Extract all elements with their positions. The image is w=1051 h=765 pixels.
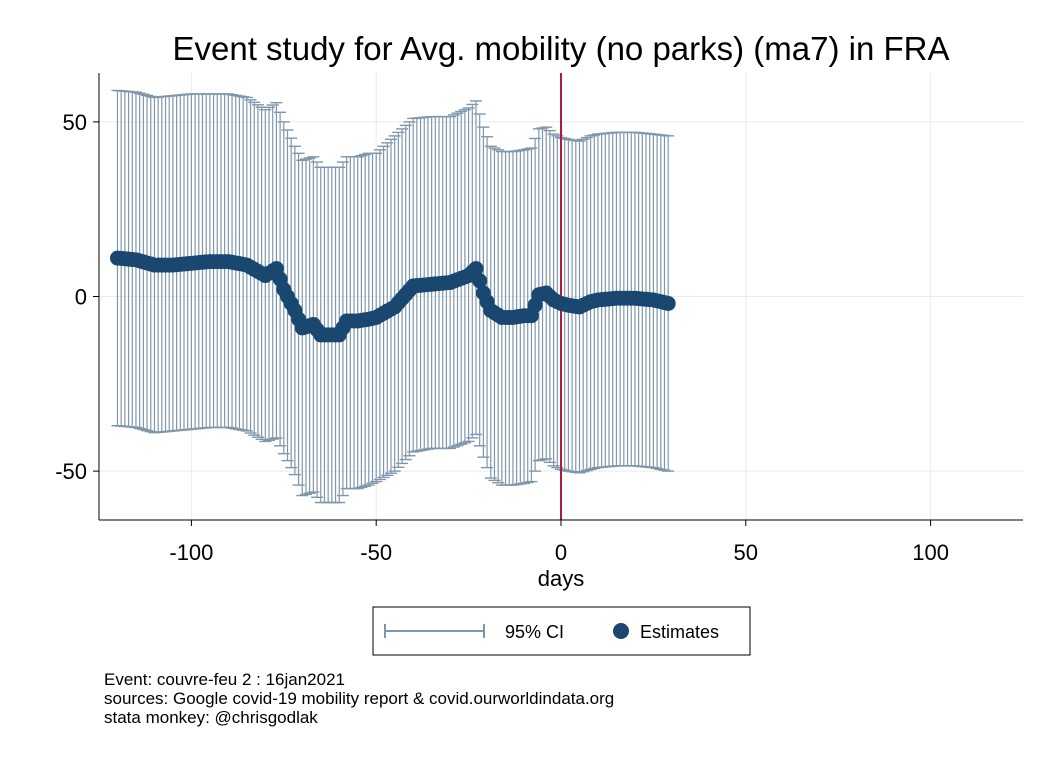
x-tick-label: 100 (912, 540, 949, 565)
x-tick-label: 0 (555, 540, 567, 565)
y-tick-labels: -50 0 50 (55, 110, 99, 484)
x-tick-label: 50 (734, 540, 758, 565)
x-tick-label: -100 (169, 540, 213, 565)
note-credit: stata monkey: @chrisgodlak (104, 708, 318, 727)
estimate-points (109, 250, 676, 343)
x-tick-labels: -100 -50 0 50 100 (169, 520, 949, 565)
chart-notes: Event: couvre-feu 2 : 16jan2021 sources:… (104, 670, 614, 727)
estimate-point (660, 295, 676, 311)
chart-title: Event study for Avg. mobility (no parks)… (173, 30, 950, 67)
estimate-point (468, 261, 484, 277)
note-event: Event: couvre-feu 2 : 16jan2021 (104, 670, 345, 689)
legend-estimate-symbol (613, 623, 629, 639)
estimate-point (472, 273, 488, 289)
y-tick-label: 0 (75, 285, 87, 310)
legend-ci-label: 95% CI (505, 622, 564, 642)
legend-ci-symbol (384, 624, 485, 638)
legend: 95% CI Estimates (372, 606, 751, 656)
x-tick-label: -50 (360, 540, 392, 565)
legend-estimate-label: Estimates (640, 622, 719, 642)
x-axis-label: days (538, 566, 584, 591)
y-tick-label: -50 (55, 459, 87, 484)
note-sources: sources: Google covid-19 mobility report… (104, 689, 615, 708)
y-tick-label: 50 (63, 110, 87, 135)
